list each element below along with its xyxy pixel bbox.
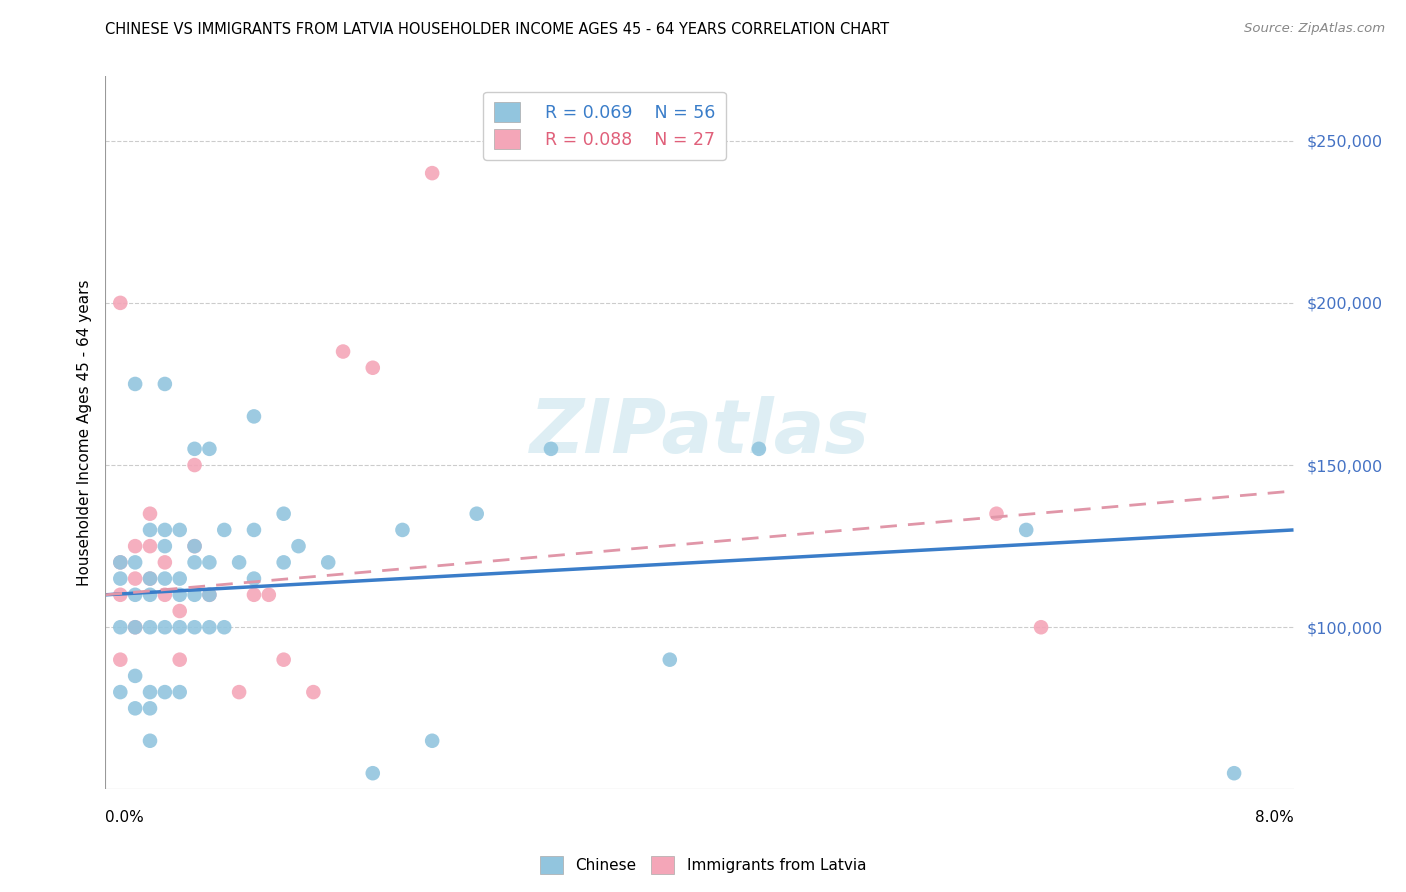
Point [124,376,146,391]
Point [465,507,488,521]
Point [420,733,443,747]
Point [198,588,221,602]
Point [139,685,162,699]
Point [986,507,1008,521]
Text: CHINESE VS IMMIGRANTS FROM LATVIA HOUSEHOLDER INCOME AGES 45 - 64 YEARS CORRELAT: CHINESE VS IMMIGRANTS FROM LATVIA HOUSEH… [105,22,890,37]
Point [1223,766,1246,780]
Point [198,588,221,602]
Point [124,555,146,569]
Point [214,523,236,537]
Point [139,701,162,715]
Point [243,572,266,586]
Point [169,588,191,602]
Point [110,620,132,634]
Point [139,588,162,602]
Point [1029,620,1052,634]
Point [273,653,295,667]
Point [361,360,384,375]
Point [169,604,191,618]
Point [139,572,162,586]
Y-axis label: Householder Income Ages 45 - 64 years: Householder Income Ages 45 - 64 years [76,279,91,586]
Point [153,572,176,586]
Point [273,555,295,569]
Point [124,620,146,634]
Point [110,572,132,586]
Point [153,620,176,634]
Point [243,409,266,424]
Point [153,523,176,537]
Point [183,620,205,634]
Point [332,344,354,359]
Point [198,442,221,456]
Point [139,733,162,747]
Point [153,685,176,699]
Point [124,669,146,683]
Text: ZIPatlas: ZIPatlas [530,396,869,469]
Point [273,507,295,521]
Point [183,555,205,569]
Point [169,572,191,586]
Point [110,555,132,569]
Point [183,458,205,472]
Point [169,685,191,699]
Point [110,685,132,699]
Point [124,539,146,553]
Point [228,555,250,569]
Point [420,166,443,180]
Point [110,555,132,569]
Point [391,523,413,537]
Point [124,572,146,586]
Point [139,572,162,586]
Point [153,555,176,569]
Point [228,685,250,699]
Point [243,523,266,537]
Point [139,523,162,537]
Point [124,588,146,602]
Point [198,620,221,634]
Point [124,701,146,715]
Point [748,442,770,456]
Point [169,620,191,634]
Point [361,766,384,780]
Text: 0.0%: 0.0% [105,811,145,825]
Point [169,653,191,667]
Point [183,539,205,553]
Legend: Chinese, Immigrants from Latvia: Chinese, Immigrants from Latvia [534,850,872,880]
Point [302,685,325,699]
Point [183,539,205,553]
Point [540,442,562,456]
Point [1015,523,1038,537]
Point [658,653,681,667]
Point [139,620,162,634]
Point [198,555,221,569]
Point [257,588,280,602]
Point [153,588,176,602]
Point [110,588,132,602]
Text: Source: ZipAtlas.com: Source: ZipAtlas.com [1244,22,1385,36]
Point [214,620,236,634]
Point [316,555,339,569]
Point [110,653,132,667]
Point [183,588,205,602]
Point [124,620,146,634]
Point [139,507,162,521]
Text: 8.0%: 8.0% [1254,811,1294,825]
Point [153,539,176,553]
Point [287,539,309,553]
Point [183,442,205,456]
Point [169,523,191,537]
Legend:   R = 0.069    N = 56,   R = 0.088    N = 27: R = 0.069 N = 56, R = 0.088 N = 27 [484,92,725,160]
Point [139,539,162,553]
Point [110,296,132,310]
Point [153,376,176,391]
Point [243,588,266,602]
